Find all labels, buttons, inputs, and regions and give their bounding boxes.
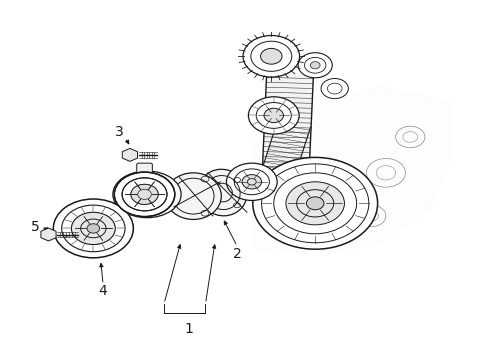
Text: 5: 5 — [31, 220, 40, 234]
Circle shape — [306, 197, 324, 210]
Circle shape — [131, 184, 158, 204]
Circle shape — [53, 199, 133, 258]
Circle shape — [242, 175, 261, 189]
Circle shape — [298, 53, 331, 78]
Circle shape — [285, 182, 344, 225]
Circle shape — [310, 62, 320, 69]
Text: 2: 2 — [232, 247, 241, 261]
Ellipse shape — [113, 171, 181, 218]
Circle shape — [71, 212, 115, 244]
FancyBboxPatch shape — [137, 163, 152, 175]
Ellipse shape — [165, 173, 221, 220]
Circle shape — [252, 157, 377, 249]
Circle shape — [114, 172, 174, 217]
Ellipse shape — [198, 169, 246, 216]
Circle shape — [260, 48, 282, 64]
Circle shape — [321, 78, 347, 99]
Circle shape — [131, 184, 158, 204]
Circle shape — [87, 224, 100, 233]
Text: 1: 1 — [183, 322, 192, 336]
Polygon shape — [262, 72, 313, 178]
Text: 4: 4 — [99, 284, 107, 298]
Polygon shape — [254, 87, 448, 252]
Circle shape — [226, 163, 277, 201]
Text: 3: 3 — [115, 125, 123, 139]
Circle shape — [264, 108, 283, 123]
Circle shape — [243, 36, 299, 77]
Circle shape — [248, 97, 299, 134]
